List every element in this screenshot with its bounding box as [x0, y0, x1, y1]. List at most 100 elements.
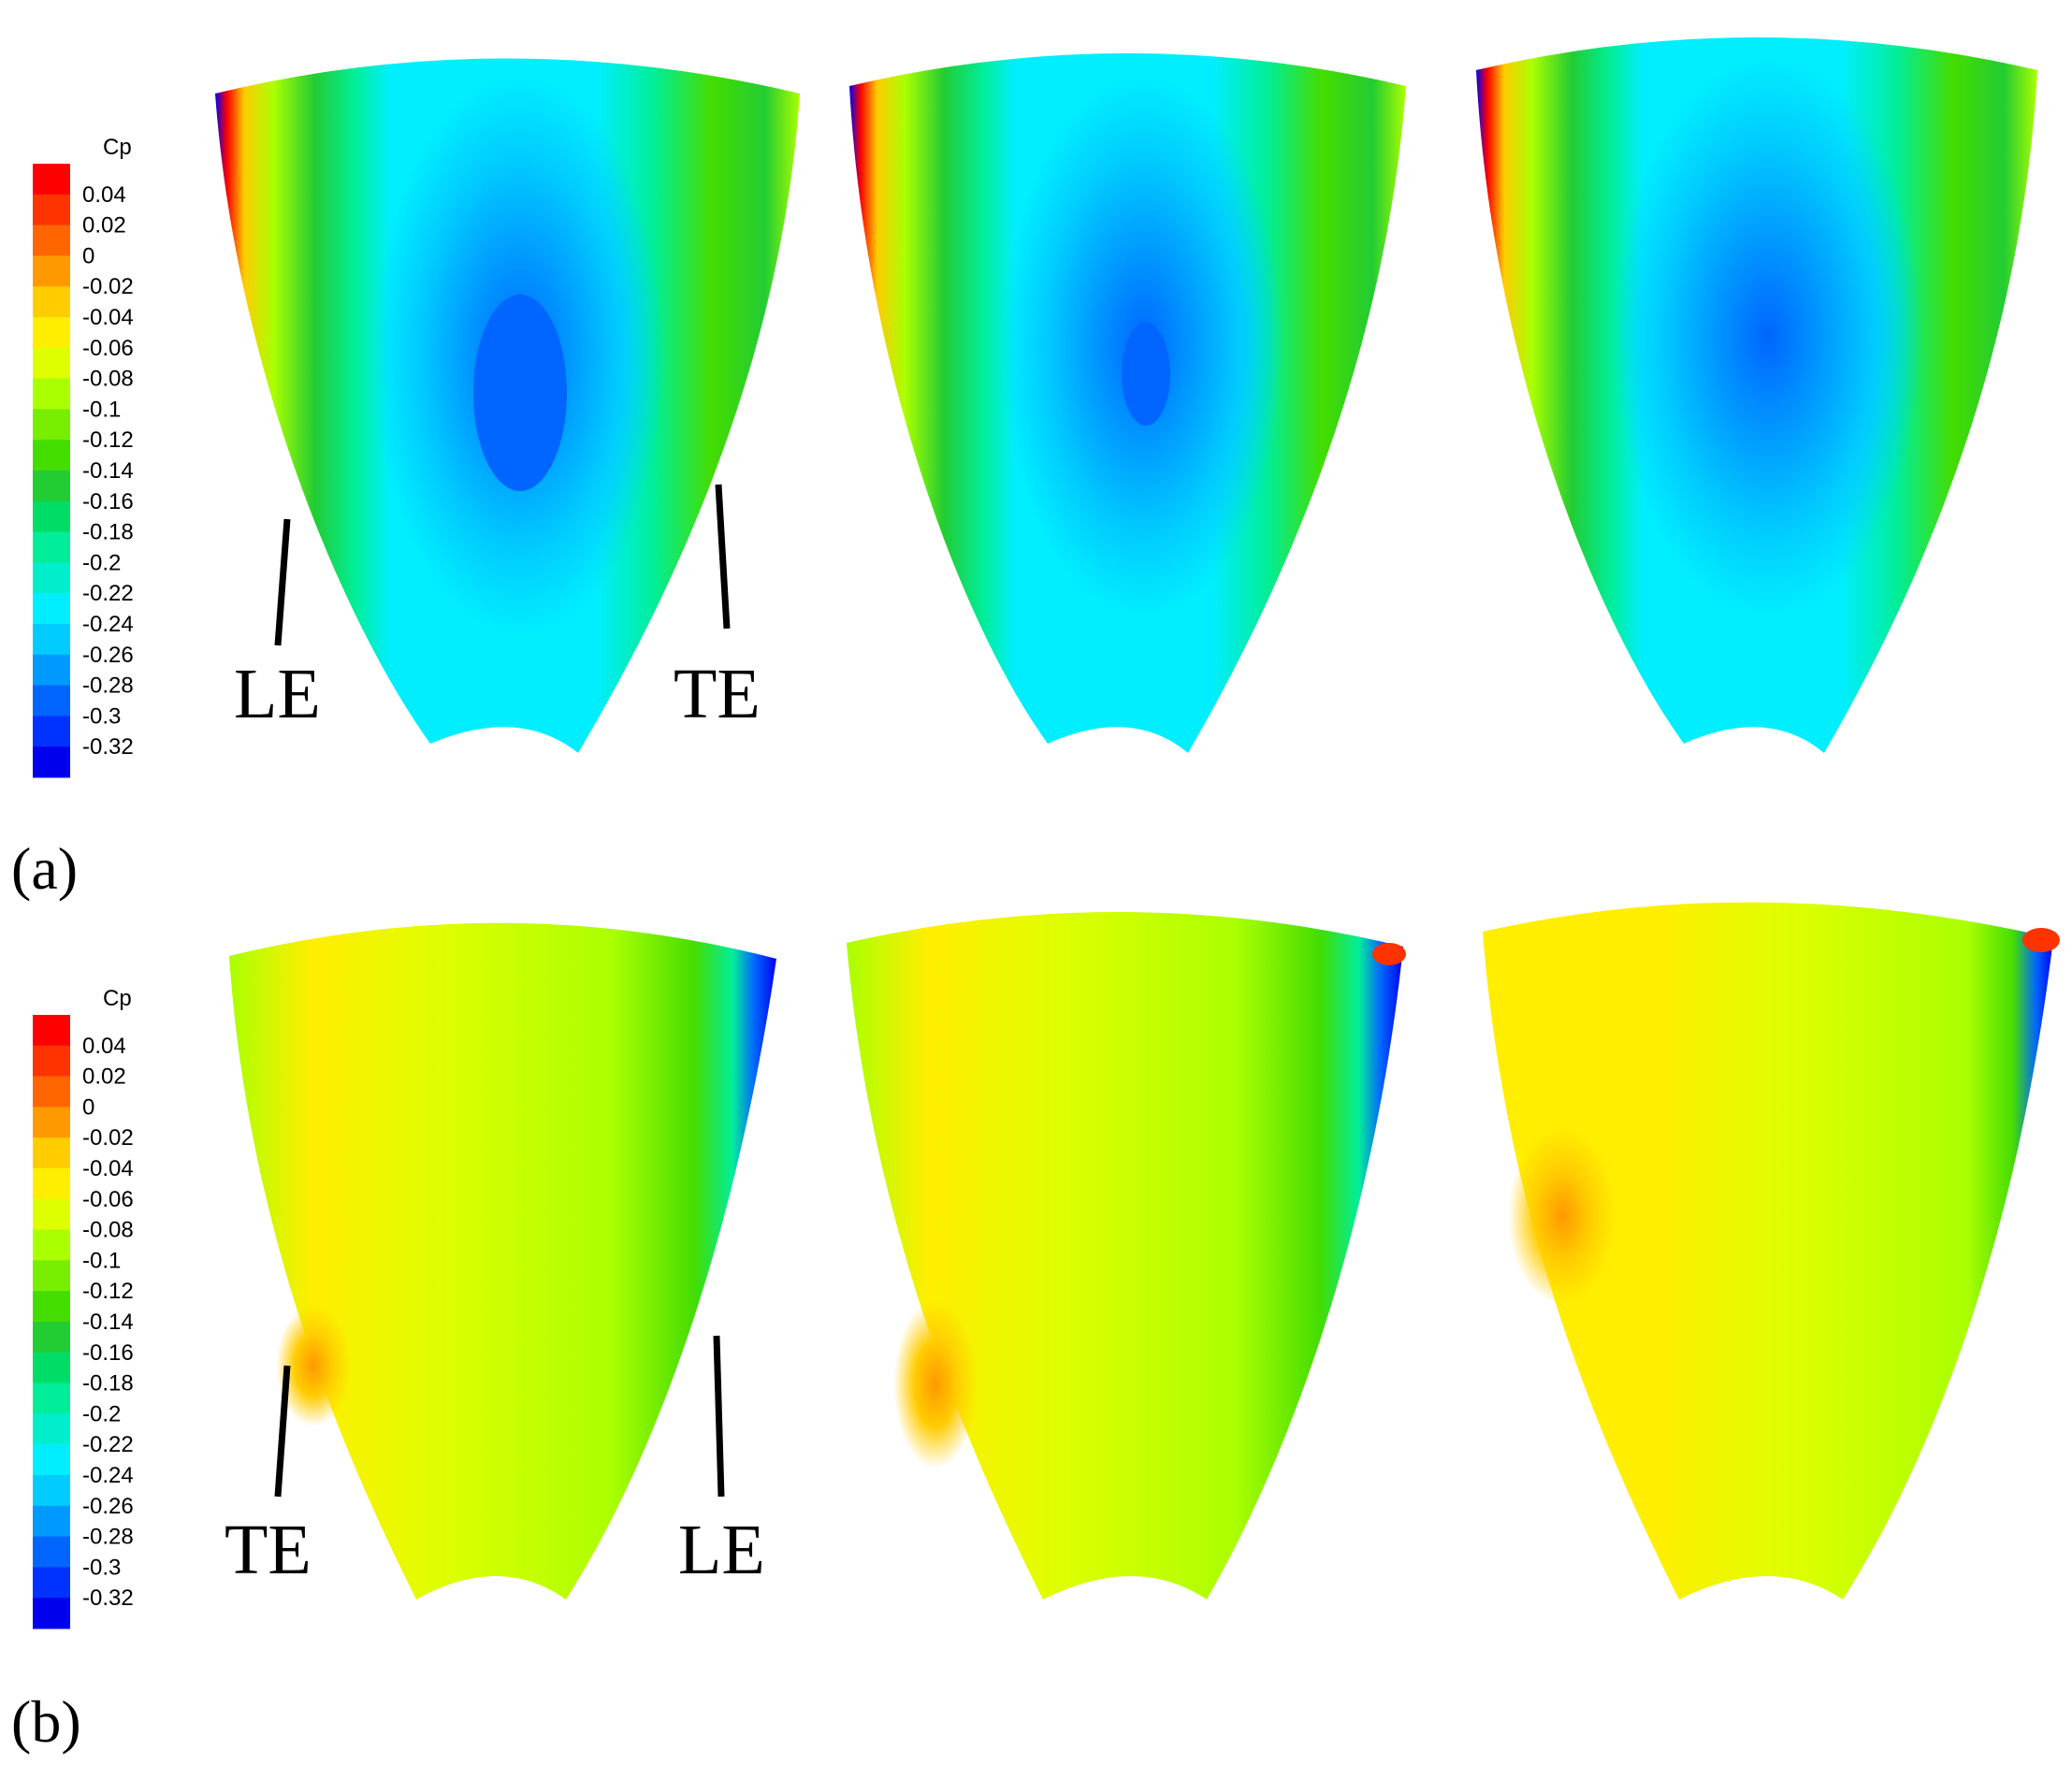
colorbar-title-b: Cp [103, 986, 132, 1011]
blade-contour-b2 [847, 911, 1406, 1600]
blade-contour-a1 [215, 58, 800, 753]
colorbar-tick-label-b: -0.14 [82, 1310, 134, 1335]
colorbar-swatch-b [33, 1322, 70, 1353]
colorbar-tick-label-b: -0.08 [82, 1218, 134, 1243]
colorbar-swatch-a [33, 378, 70, 410]
colorbar-tick-label-a: -0.32 [82, 734, 134, 760]
colorbar-tick-label-b: -0.04 [82, 1156, 134, 1181]
colorbar-tick-label-a: -0.18 [82, 520, 134, 545]
colorbar-tick-label-b: -0.3 [82, 1555, 121, 1580]
colorbar-swatch-a [33, 685, 70, 717]
te-leader-line-b [274, 1365, 291, 1498]
blade-contour-a2 [849, 53, 1406, 753]
colorbar-tick-label-b: -0.32 [82, 1585, 134, 1611]
colorbar-tick-label-b: -0.22 [82, 1432, 134, 1457]
colorbar-tick-label-a: 0.04 [82, 182, 126, 208]
colorbar-swatch-a [33, 470, 70, 502]
colorbar-swatch-a [33, 194, 70, 226]
colorbar-tick-label-a: -0.22 [82, 581, 134, 606]
blade-contour-a3 [1476, 37, 2037, 753]
colorbar-tick-label-a: -0.28 [82, 673, 134, 699]
colorbar-swatch-a [33, 255, 70, 287]
colorbar-swatch-a [33, 746, 70, 778]
colorbar-tick-label-a: -0.2 [82, 550, 121, 575]
le-label-b: LE [678, 1511, 765, 1589]
colorbar-swatch-a [33, 562, 70, 594]
colorbar-swatch-b [33, 1444, 70, 1476]
colorbar-swatch-a [33, 317, 70, 349]
colorbar-swatch-a [33, 347, 70, 380]
panel-label-a: (a) [11, 835, 78, 902]
colorbar-swatch-b [33, 1382, 70, 1414]
colorbar-swatch-b [33, 1352, 70, 1384]
colorbar-tick-label-a: -0.14 [82, 458, 134, 484]
colorbar-swatch-b [33, 1137, 70, 1169]
colorbar-swatch-a [33, 224, 70, 256]
colorbar-tick-label-b: -0.06 [82, 1187, 134, 1212]
colorbar-tick-label-a: -0.02 [82, 274, 134, 299]
colorbar-tick-label-b: 0.02 [82, 1064, 126, 1090]
colorbar-b: Cp 0.04 0.02 0 -0.02 -0.04 -0.06 -0.08 -0.1 -0.12… [33, 986, 134, 1629]
colorbar-swatch-a [33, 531, 70, 563]
colorbar-tick-label-a: 0.02 [82, 213, 126, 239]
panel-b: Cp 0.04 0.02 0 -0.02 -0.04 -0.06 -0.08 -0.1 -0.12… [11, 902, 2060, 1755]
colorbar-swatch-b [33, 1260, 70, 1292]
colorbar-swatch-b [33, 1045, 70, 1078]
te-leader-line-a [715, 484, 731, 630]
te-label-a: TE [674, 655, 761, 733]
colorbar-tick-label-b: -0.26 [82, 1494, 134, 1519]
colorbar-tick-label-a: -0.1 [82, 397, 121, 422]
colorbar-tick-label-a: -0.16 [82, 489, 134, 514]
colorbar-swatch-b [33, 1567, 70, 1599]
blade-contour-b3 [1483, 902, 2060, 1600]
colorbar-title-a: Cp [103, 135, 132, 160]
colorbar-tick-label-a: -0.04 [82, 305, 134, 330]
colorbar-tick-label-a: 0 [82, 243, 94, 268]
colorbar-tick-label-b: -0.24 [82, 1463, 134, 1488]
colorbar-tick-label-a: -0.08 [82, 367, 134, 392]
colorbar-tick-label-a: -0.06 [82, 336, 134, 361]
colorbar-swatch-a [33, 409, 70, 441]
colorbar-swatch-a [33, 654, 70, 687]
colorbar-tick-label-b: -0.12 [82, 1279, 134, 1304]
colorbar-swatch-a [33, 286, 70, 318]
colorbar-swatch-b [33, 1536, 70, 1568]
colorbar-tick-label-a: -0.3 [82, 703, 121, 729]
colorbar-tick-label-b: -0.16 [82, 1340, 134, 1366]
colorbar-swatch-b [33, 1505, 70, 1538]
colorbar-tick-label-b: 0.04 [82, 1034, 126, 1059]
colorbar-tick-label-a: -0.26 [82, 643, 134, 668]
colorbar-swatch-b [33, 1107, 70, 1138]
le-label-a: LE [234, 655, 321, 733]
colorbar-swatch-a [33, 440, 70, 471]
colorbar-a: Cp 0.04 0.02 0 -0.02 -0.04 -0.06 -0.08 -0.1 -0.12… [33, 135, 134, 778]
colorbar-tick-label-b: 0 [82, 1094, 94, 1120]
colorbar-tick-label-a: -0.12 [82, 427, 134, 453]
colorbar-swatch-b [33, 1076, 70, 1107]
colorbar-tick-label-b: -0.02 [82, 1125, 134, 1151]
colorbar-swatch-b [33, 1598, 70, 1629]
colorbar-swatch-b [33, 1291, 70, 1323]
colorbar-tick-label-b: -0.18 [82, 1371, 134, 1397]
te-label-b: TE [225, 1511, 312, 1589]
blade-contour-b1 [229, 922, 776, 1600]
colorbar-tick-label-b: -0.28 [82, 1525, 134, 1550]
colorbar-swatch-b [33, 1198, 70, 1231]
colorbar-swatch-a [33, 500, 70, 533]
colorbar-tick-label-a: -0.24 [82, 612, 134, 637]
colorbar-swatch-a [33, 164, 70, 195]
colorbar-swatch-a [33, 593, 70, 625]
le-leader-line-a [274, 518, 291, 646]
colorbar-swatch-a [33, 716, 70, 747]
colorbar-swatch-b [33, 1015, 70, 1047]
colorbar-swatch-b [33, 1229, 70, 1261]
colorbar-swatch-b [33, 1168, 70, 1200]
colorbar-swatch-b [33, 1413, 70, 1445]
colorbar-swatch-b [33, 1475, 70, 1507]
le-leader-line-b [713, 1335, 725, 1498]
panel-a: Cp 0.04 0.02 0 -0.02 -0.04 -0.06 -0.08 -0.1 -0.12… [11, 37, 2037, 902]
colorbar-tick-label-b: -0.1 [82, 1248, 121, 1273]
colorbar-swatch-a [33, 624, 70, 656]
colorbar-tick-label-b: -0.2 [82, 1401, 121, 1426]
